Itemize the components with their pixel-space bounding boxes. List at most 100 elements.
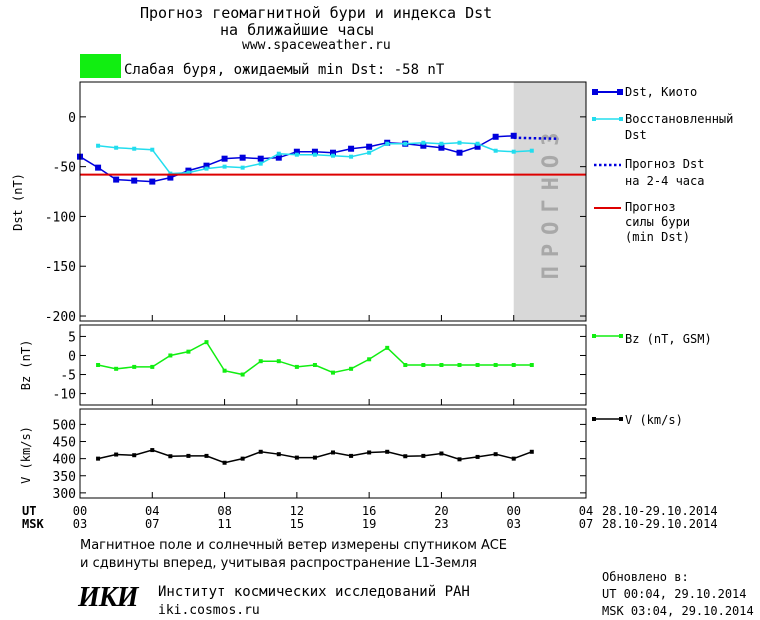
y-tick-label-v-1: 450: [53, 436, 76, 451]
dst-panel-series: [77, 132, 586, 185]
data-point-bz-0-2: [132, 364, 137, 369]
data-point-v-0-1: [114, 452, 119, 457]
y-tick-label-bz-1: 0: [68, 349, 76, 364]
series-line-dst-1: [97, 141, 532, 175]
data-point-dst-1-15: [367, 150, 372, 155]
data-point-dst-0-14: [330, 149, 336, 156]
data-point-v-0-14: [349, 453, 354, 458]
data-point-dst-1-23: [511, 149, 516, 154]
y-tick-label-bz-3: -10: [53, 388, 76, 403]
y-tick-label-bz-2: -5: [60, 369, 76, 384]
data-point-dst-0-9: [239, 154, 246, 161]
legend-storm-forecast: Прогноз силы бури (min Dst): [594, 200, 690, 244]
svg-text:Bz (nT, GSM): Bz (nT, GSM): [625, 332, 712, 346]
v-y-axis: 500 450 400 350 300: [53, 418, 586, 502]
data-point-bz-0-23: [511, 363, 516, 367]
data-point-dst-0-4: [149, 178, 156, 185]
data-point-v-0-7: [222, 460, 227, 465]
data-point-v-0-9: [258, 449, 263, 454]
data-point-bz-0-11: [294, 364, 299, 369]
data-point-dst-0-24: [510, 132, 517, 139]
data-point-dst-0-11: [275, 154, 282, 161]
data-point-dst-1-11: [294, 152, 299, 157]
data-point-dst-0-22: [474, 143, 481, 150]
data-point-dst-0-13: [311, 148, 318, 155]
iki-logo: ИКИ: [78, 582, 139, 613]
institute-name: Институт космических исследований РАН: [158, 584, 470, 600]
institute-url: iki.cosmos.ru: [158, 603, 260, 618]
y-tick-label-dst-3: -150: [45, 260, 76, 275]
svg-text:Восстановленный: Восстановленный: [625, 112, 733, 126]
bz-panel-frame: [79, 324, 587, 406]
x-tick-label-ut-0: 00: [73, 504, 87, 518]
updated-ut: UT 00:04, 29.10.2014: [602, 587, 747, 601]
data-point-bz-0-13: [331, 370, 335, 375]
storm-indicator-box: [80, 54, 121, 78]
svg-text:(min Dst): (min Dst): [625, 230, 690, 244]
data-point-bz-0-21: [475, 363, 480, 367]
data-point-bz-0-18: [421, 363, 426, 367]
data-point-bz-0-3: [150, 364, 155, 369]
measurement-note-line2: и сдвинуты вперед, учитывая распростране…: [80, 556, 477, 571]
ut-date-range: 28.10-29.10.2014: [602, 504, 718, 518]
data-point-bz-0-24: [529, 363, 534, 367]
v-panel-frame: [79, 408, 587, 499]
data-point-v-0-18: [421, 453, 426, 458]
updated-label: Обновлено в:: [602, 570, 689, 584]
data-point-dst-1-13: [331, 153, 335, 158]
legend-restored-dst: Восстановленный Dst: [592, 112, 733, 142]
data-point-dst-0-1: [95, 164, 102, 171]
data-point-v-0-17: [403, 454, 408, 459]
dst-panel-frame: [79, 81, 587, 322]
x-tick-label-ut-1: 04: [145, 504, 159, 518]
data-point-dst-1-17: [403, 141, 408, 146]
data-point-dst-0-16: [366, 143, 373, 150]
series-line-bz-0: [97, 341, 532, 376]
data-point-dst-1-3: [150, 147, 155, 152]
data-point-v-0-4: [168, 454, 173, 459]
svg-text:на 2-4 часа: на 2-4 часа: [625, 174, 704, 188]
chart-title-line2: на ближайшие часы: [220, 21, 374, 39]
x-tick-label-msk-4: 19: [362, 517, 376, 531]
svg-text:Dst: Dst: [625, 128, 647, 142]
x-tick-label-msk-7: 07: [579, 517, 593, 531]
data-point-dst-1-16: [385, 141, 390, 146]
legend-dst-kyoto: Dst, Киото: [592, 85, 697, 99]
msk-date-range: 28.10-29.10.2014: [602, 517, 718, 531]
data-point-bz-0-14: [349, 366, 354, 371]
data-point-v-0-21: [475, 454, 480, 459]
measurement-note-line1: Магнитное поле и солнечный ветер измерен…: [80, 538, 508, 553]
y-tick-label-dst-0: 0: [68, 111, 76, 126]
data-point-dst-0-23: [492, 133, 499, 140]
data-point-v-0-11: [294, 455, 299, 460]
data-point-dst-0-8: [221, 155, 228, 162]
data-point-dst-0-10: [257, 155, 264, 162]
data-point-bz-0-5: [186, 349, 191, 354]
data-point-bz-0-0: [96, 363, 101, 367]
data-point-v-0-8: [240, 456, 245, 461]
forecast-region-label: ПРОГНОЗ: [539, 124, 564, 280]
v-panel-series: [96, 448, 534, 465]
x-tick-label-msk-6: 03: [506, 517, 520, 531]
data-point-dst-1-22: [493, 148, 498, 153]
data-point-bz-0-1: [114, 366, 119, 371]
x-tick-label-ut-6: 00: [506, 504, 520, 518]
data-point-dst-0-5: [167, 174, 174, 181]
bz-y-axis-label: Bz (nT): [19, 340, 33, 391]
data-point-bz-0-6: [204, 340, 209, 345]
data-point-dst-0-7: [203, 162, 210, 169]
data-point-v-0-19: [439, 451, 444, 456]
data-point-bz-0-12: [312, 363, 317, 367]
data-point-dst-1-24: [529, 148, 534, 153]
data-point-v-0-13: [331, 450, 335, 455]
legend-forecast-dst: Прогноз Dst на 2-4 часа: [594, 157, 704, 188]
data-point-v-0-2: [132, 453, 137, 458]
x-tick-label-msk-2: 11: [217, 517, 231, 531]
x-tick-label-msk-5: 23: [434, 517, 448, 531]
chart-title-line1: Прогноз геомагнитной бури и индекса Dst: [140, 4, 493, 22]
data-point-dst-1-5: [186, 170, 191, 175]
bz-y-axis: 5 0 -5 -10: [53, 330, 586, 403]
storm-forecast-label: Слабая буря, ожидаемый min Dst: -58 nT: [124, 62, 445, 78]
svg-text:V (km/s): V (km/s): [625, 413, 683, 427]
forecast-region: [513, 82, 586, 321]
